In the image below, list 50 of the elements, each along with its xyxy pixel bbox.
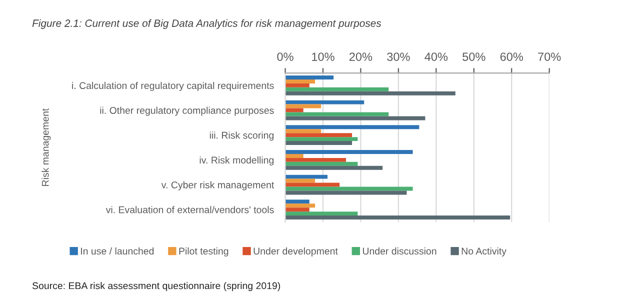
bar — [285, 79, 316, 84]
bar — [285, 200, 310, 204]
bar — [285, 100, 364, 104]
x-tick-label: 70% — [538, 52, 561, 61]
x-tick-label: 40% — [424, 52, 448, 61]
legend-label: In use / launched — [81, 247, 154, 255]
chart-title: Figure 2.1: Current use of Big Data Analytics for risk management purposes — [32, 19, 382, 29]
y-tick-label: iv. Risk modelling — [200, 156, 274, 166]
bar — [285, 83, 310, 88]
source-note: Source: EBA risk assessment questionnaire (spring 2019) — [32, 282, 280, 292]
bar — [285, 212, 358, 216]
bar — [285, 208, 310, 212]
legend-label: Under discussion — [362, 247, 436, 255]
bar — [285, 204, 316, 208]
bar — [285, 158, 346, 162]
bar — [285, 174, 328, 179]
bar — [285, 162, 358, 166]
y-tick-label: v. Cyber risk management — [161, 181, 274, 190]
bar — [285, 178, 316, 183]
y-axis-title: Risk management — [42, 108, 51, 186]
bar — [285, 166, 383, 170]
legend-label: Under development — [254, 247, 338, 256]
bar — [285, 91, 456, 96]
y-tick-label: vi. Evaluation of external/vendors' tools — [106, 206, 274, 214]
x-tick-label: 30% — [387, 52, 410, 61]
bar — [285, 141, 352, 146]
bar — [285, 87, 389, 92]
x-tick-label: 10% — [312, 52, 334, 61]
bar — [285, 154, 304, 158]
bar — [285, 125, 420, 130]
legend-label: No Activity — [462, 247, 506, 256]
bar — [285, 133, 352, 138]
bar — [285, 150, 413, 154]
y-tick-label: i. Calculation of regulatory capital requirements — [72, 82, 274, 91]
legend-label: Pilot testing — [179, 247, 228, 256]
bar — [285, 129, 322, 134]
bar — [285, 116, 426, 120]
x-tick-label: 0% — [277, 52, 294, 61]
y-tick-label: ii. Other regulatory compliance purposes — [100, 106, 274, 116]
bar — [285, 137, 358, 142]
bar — [285, 112, 389, 116]
bar — [285, 190, 407, 195]
x-tick-label: 20% — [349, 52, 372, 61]
bar — [285, 216, 510, 220]
bar — [285, 104, 322, 108]
y-tick-label: iii. Risk scoring — [210, 132, 274, 141]
bar — [285, 186, 413, 191]
x-tick-label: 60% — [500, 52, 524, 61]
bar — [285, 75, 334, 80]
x-tick-label: 50% — [462, 52, 486, 61]
